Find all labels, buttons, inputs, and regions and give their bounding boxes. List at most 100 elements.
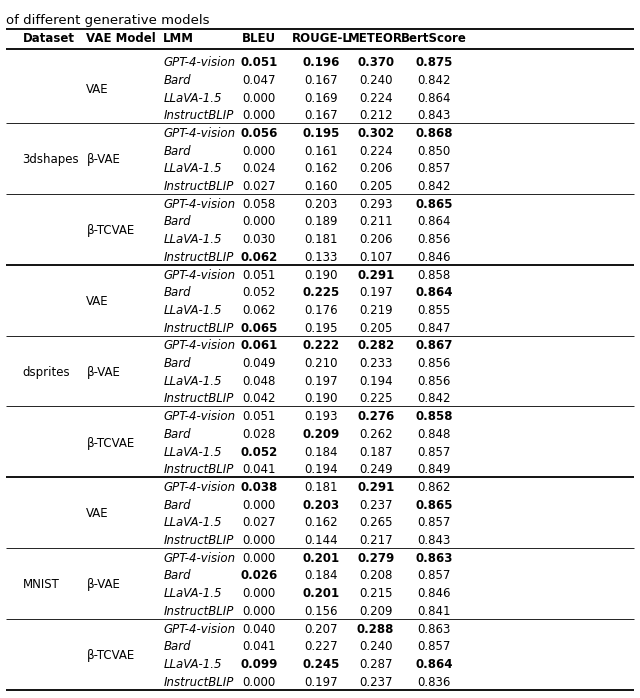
- Text: 0.000: 0.000: [243, 91, 276, 105]
- Text: GPT-4-vision: GPT-4-vision: [163, 551, 236, 565]
- Text: 0.205: 0.205: [359, 322, 392, 334]
- Text: 0.842: 0.842: [417, 392, 451, 406]
- Text: 0.056: 0.056: [241, 127, 278, 140]
- Text: 0.167: 0.167: [305, 74, 338, 87]
- Text: 0.233: 0.233: [359, 357, 392, 370]
- Text: 0.265: 0.265: [359, 517, 392, 529]
- Text: 0.027: 0.027: [243, 517, 276, 529]
- Text: 0.061: 0.061: [241, 339, 278, 352]
- Text: 0.217: 0.217: [359, 534, 392, 547]
- Text: 0.262: 0.262: [359, 428, 392, 441]
- Text: 0.099: 0.099: [241, 658, 278, 671]
- Text: 0.249: 0.249: [359, 463, 392, 476]
- Text: 0.836: 0.836: [417, 676, 451, 689]
- Text: Bard: Bard: [163, 570, 191, 582]
- Text: 0.028: 0.028: [243, 428, 276, 441]
- Text: 0.279: 0.279: [357, 551, 394, 565]
- Text: 0.000: 0.000: [243, 676, 276, 689]
- Text: 0.201: 0.201: [303, 587, 340, 600]
- Text: 0.237: 0.237: [359, 498, 392, 512]
- Text: 0.000: 0.000: [243, 605, 276, 618]
- Text: 0.287: 0.287: [359, 658, 392, 671]
- Text: 0.197: 0.197: [305, 676, 338, 689]
- Text: 0.065: 0.065: [241, 322, 278, 334]
- Text: 0.858: 0.858: [417, 269, 451, 281]
- Text: 0.169: 0.169: [305, 91, 338, 105]
- Text: LLaVA-1.5: LLaVA-1.5: [163, 445, 221, 459]
- Text: Dataset: Dataset: [22, 32, 74, 45]
- Text: 0.051: 0.051: [241, 56, 278, 69]
- Text: β-VAE: β-VAE: [86, 154, 120, 166]
- Text: 0.857: 0.857: [417, 445, 451, 459]
- Text: 0.224: 0.224: [359, 91, 392, 105]
- Text: 0.184: 0.184: [305, 570, 338, 582]
- Text: 0.224: 0.224: [359, 144, 392, 158]
- Text: GPT-4-vision: GPT-4-vision: [163, 269, 236, 281]
- Text: InstructBLIP: InstructBLIP: [163, 392, 234, 406]
- Text: 0.042: 0.042: [243, 392, 276, 406]
- Text: 0.857: 0.857: [417, 570, 451, 582]
- Text: InstructBLIP: InstructBLIP: [163, 180, 234, 193]
- Text: VAE: VAE: [86, 507, 109, 521]
- Text: GPT-4-vision: GPT-4-vision: [163, 623, 236, 636]
- Text: 0.863: 0.863: [415, 551, 452, 565]
- Text: ROUGE-L: ROUGE-L: [292, 32, 351, 45]
- Text: 0.849: 0.849: [417, 463, 451, 476]
- Text: 0.370: 0.370: [357, 56, 394, 69]
- Text: 0.302: 0.302: [357, 127, 394, 140]
- Text: 0.197: 0.197: [305, 375, 338, 387]
- Text: GPT-4-vision: GPT-4-vision: [163, 127, 236, 140]
- Text: 0.276: 0.276: [357, 410, 394, 423]
- Text: Bard: Bard: [163, 428, 191, 441]
- Text: LLaVA-1.5: LLaVA-1.5: [163, 517, 221, 529]
- Text: GPT-4-vision: GPT-4-vision: [163, 198, 236, 211]
- Text: 0.197: 0.197: [359, 286, 392, 299]
- Text: 0.051: 0.051: [243, 410, 276, 423]
- Text: Bard: Bard: [163, 286, 191, 299]
- Text: 0.841: 0.841: [417, 605, 451, 618]
- Text: 0.291: 0.291: [357, 269, 394, 281]
- Text: of different generative models: of different generative models: [6, 14, 210, 27]
- Text: LLaVA-1.5: LLaVA-1.5: [163, 658, 221, 671]
- Text: β-TCVAE: β-TCVAE: [86, 437, 134, 450]
- Text: 0.051: 0.051: [243, 269, 276, 281]
- Text: 0.027: 0.027: [243, 180, 276, 193]
- Text: InstructBLIP: InstructBLIP: [163, 534, 234, 547]
- Text: 0.024: 0.024: [243, 163, 276, 175]
- Text: 0.858: 0.858: [415, 410, 452, 423]
- Text: LLaVA-1.5: LLaVA-1.5: [163, 304, 221, 317]
- Text: 0.176: 0.176: [305, 304, 338, 317]
- Text: 0.052: 0.052: [241, 445, 278, 459]
- Text: Bard: Bard: [163, 357, 191, 370]
- Text: 0.209: 0.209: [359, 605, 392, 618]
- Text: 0.245: 0.245: [303, 658, 340, 671]
- Text: 0.190: 0.190: [305, 269, 338, 281]
- Text: 0.062: 0.062: [243, 304, 276, 317]
- Text: 0.187: 0.187: [359, 445, 392, 459]
- Text: InstructBLIP: InstructBLIP: [163, 605, 234, 618]
- Text: 0.161: 0.161: [305, 144, 338, 158]
- Text: 0.847: 0.847: [417, 322, 451, 334]
- Text: Bard: Bard: [163, 640, 191, 653]
- Text: 0.026: 0.026: [241, 570, 278, 582]
- Text: 0.030: 0.030: [243, 233, 276, 246]
- Text: 0.850: 0.850: [417, 144, 451, 158]
- Text: 0.133: 0.133: [305, 251, 338, 264]
- Text: 0.000: 0.000: [243, 109, 276, 122]
- Text: 0.181: 0.181: [305, 233, 338, 246]
- Text: 0.000: 0.000: [243, 498, 276, 512]
- Text: 0.225: 0.225: [359, 392, 392, 406]
- Text: 3dshapes: 3dshapes: [22, 154, 79, 166]
- Text: 0.000: 0.000: [243, 551, 276, 565]
- Text: 0.867: 0.867: [415, 339, 452, 352]
- Text: 0.291: 0.291: [357, 481, 394, 494]
- Text: 0.843: 0.843: [417, 534, 451, 547]
- Text: InstructBLIP: InstructBLIP: [163, 109, 234, 122]
- Text: Bard: Bard: [163, 144, 191, 158]
- Text: 0.190: 0.190: [305, 392, 338, 406]
- Text: 0.219: 0.219: [359, 304, 392, 317]
- Text: 0.041: 0.041: [243, 463, 276, 476]
- Text: 0.842: 0.842: [417, 74, 451, 87]
- Text: 0.865: 0.865: [415, 498, 452, 512]
- Text: 0.203: 0.203: [305, 198, 338, 211]
